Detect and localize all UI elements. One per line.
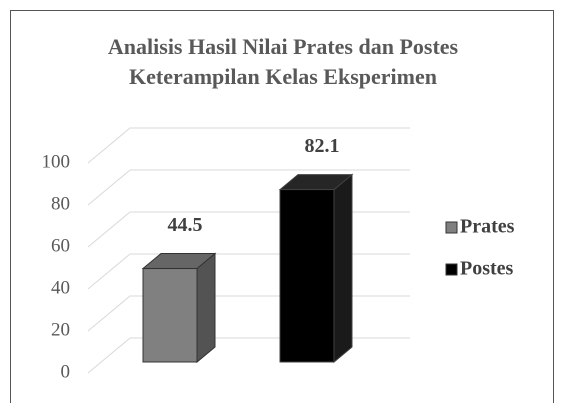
legend-label: Postes — [460, 258, 514, 280]
y-tick-label: 100 — [42, 151, 71, 172]
chart-frame — [10, 10, 554, 403]
bar-side — [196, 252, 216, 364]
y-tick-label: 40 — [51, 277, 70, 298]
legend-swatch — [445, 263, 458, 276]
bar — [279, 189, 335, 363]
y-tick-label: 0 — [61, 361, 71, 382]
grid-line — [87, 127, 410, 164]
legend-label: Prates — [460, 216, 515, 238]
y-tick-label: 60 — [51, 235, 70, 256]
y-tick-label: 80 — [51, 193, 70, 214]
data-label: 44.5 — [168, 214, 203, 236]
data-label: 82.1 — [305, 135, 340, 157]
chart-title: Analisis Hasil Nilai Prates dan Postes K… — [107, 34, 459, 89]
bar-side — [333, 173, 353, 364]
grid-line — [87, 211, 410, 248]
y-tick-label: 20 — [51, 319, 70, 340]
bar — [142, 268, 198, 363]
grid-line — [87, 337, 410, 374]
grid-line — [87, 253, 410, 290]
grid-line — [87, 169, 410, 206]
legend-swatch — [445, 221, 458, 234]
grid-line — [87, 295, 410, 332]
